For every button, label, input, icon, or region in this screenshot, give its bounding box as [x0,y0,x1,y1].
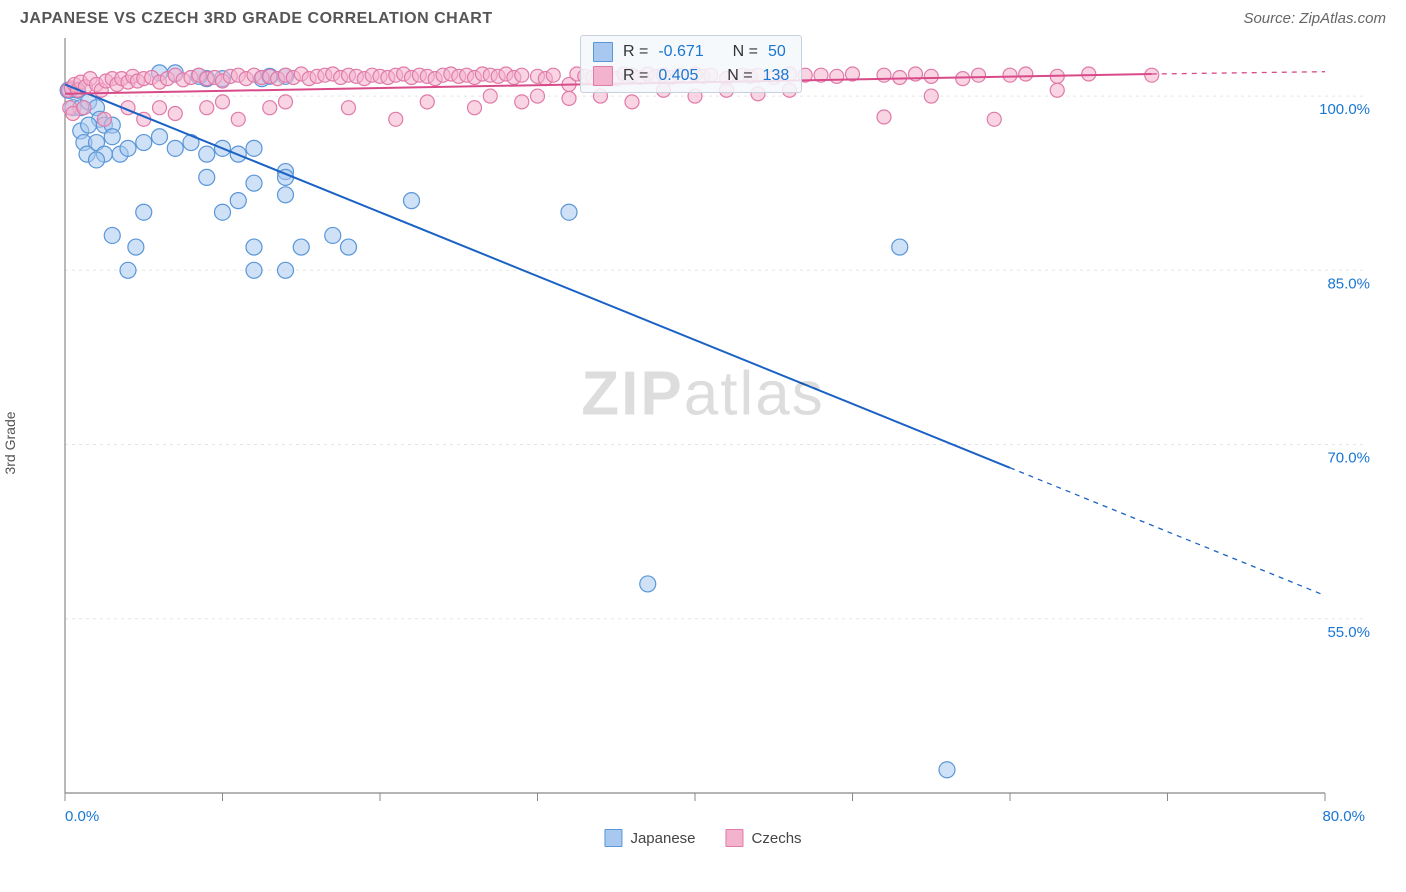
svg-text:70.0%: 70.0% [1327,450,1370,467]
stats-row: R = 0.405 N = 138 [593,64,789,88]
chart-container: JAPANESE VS CZECH 3RD GRADE CORRELATION … [0,0,1406,892]
stats-n-value: 50 [768,40,786,64]
svg-text:80.0%: 80.0% [1322,808,1365,825]
stats-r-label: R = [623,40,648,64]
svg-text:100.0%: 100.0% [1319,101,1370,118]
stats-swatch [593,66,613,86]
stats-n-label: N = [727,64,752,88]
svg-text:55.0%: 55.0% [1327,624,1370,641]
stats-r-value: -0.671 [658,40,703,64]
stats-r-label: R = [623,64,648,88]
legend-swatch [726,829,744,847]
legend-item: Japanese [604,829,695,847]
legend-label: Japanese [630,830,695,847]
legend-item: Czechs [726,829,802,847]
legend-label: Czechs [752,830,802,847]
scatter-plot: 55.0% 70.0% 85.0% 100.0% 0.0% 80.0% [55,33,1385,853]
stats-n-label: N = [733,40,758,64]
legend-bottom: Japanese Czechs [604,829,801,847]
stats-swatch [593,42,613,62]
title-row: JAPANESE VS CZECH 3RD GRADE CORRELATION … [20,10,1386,33]
chart-title: JAPANESE VS CZECH 3RD GRADE CORRELATION … [20,10,493,28]
svg-text:0.0%: 0.0% [65,808,99,825]
svg-text:85.0%: 85.0% [1327,275,1370,292]
stats-legend-box: R = -0.671 N = 50R = 0.405 N = 138 [580,35,802,93]
source-label: Source: ZipAtlas.com [1243,10,1386,27]
stats-r-value: 0.405 [658,64,698,88]
plot-area: 3rd Grade 55.0%70.0%85.0%100.0%0.0%80.0%… [20,33,1386,853]
stats-n-value: 138 [763,64,790,88]
y-axis-label: 3rd Grade [2,411,18,474]
stats-row: R = -0.671 N = 50 [593,40,789,64]
legend-swatch [604,829,622,847]
